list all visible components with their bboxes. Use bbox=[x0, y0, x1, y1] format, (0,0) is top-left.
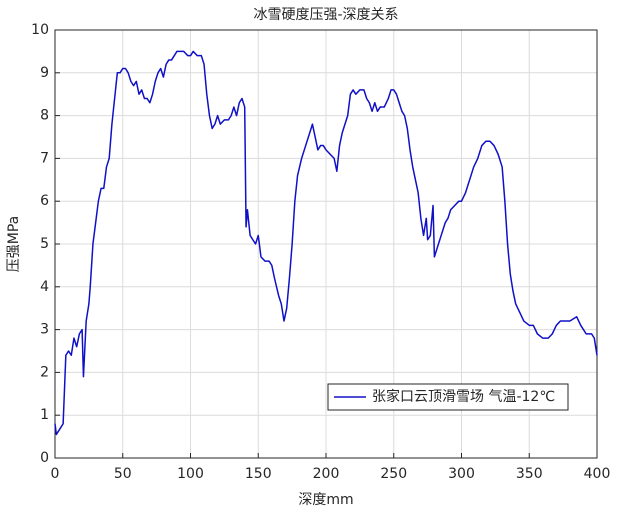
data-line bbox=[54, 50, 598, 436]
plot-frame bbox=[54, 29, 598, 459]
chart-title: 冰雪硬度压强-深度关系 bbox=[253, 7, 398, 23]
y-tick-label: 9 bbox=[40, 65, 49, 81]
y-tick-label: 0 bbox=[40, 450, 49, 466]
legend-box bbox=[327, 383, 569, 411]
x-tick-label: 400 bbox=[584, 466, 611, 482]
y-tick-label: 1 bbox=[40, 407, 49, 423]
y-tick-label: 5 bbox=[40, 236, 49, 252]
x-tick-label: 50 bbox=[114, 466, 132, 482]
x-tick-label: 350 bbox=[516, 466, 543, 482]
y-tick-label: 10 bbox=[31, 22, 49, 38]
y-tick-label: 7 bbox=[40, 150, 49, 166]
x-tick-label: 100 bbox=[177, 466, 204, 482]
x-tick-label: 300 bbox=[448, 466, 475, 482]
x-tick-label: 250 bbox=[380, 466, 407, 482]
x-tick-label: 200 bbox=[313, 466, 340, 482]
y-tick-label: 8 bbox=[40, 108, 49, 124]
y-tick-label: 2 bbox=[40, 364, 49, 380]
y-tick-label: 6 bbox=[40, 193, 49, 209]
y-tick-label: 4 bbox=[40, 279, 49, 295]
y-tick-label: 3 bbox=[40, 322, 49, 338]
legend-label: 张家口云顶滑雪场 气温-12℃ bbox=[372, 388, 555, 405]
x-tick-label: 0 bbox=[51, 466, 60, 482]
y-axis-label: 压强MPa bbox=[6, 216, 22, 272]
x-axis-label: 深度mm bbox=[298, 492, 353, 508]
x-tick-label: 150 bbox=[245, 466, 272, 482]
